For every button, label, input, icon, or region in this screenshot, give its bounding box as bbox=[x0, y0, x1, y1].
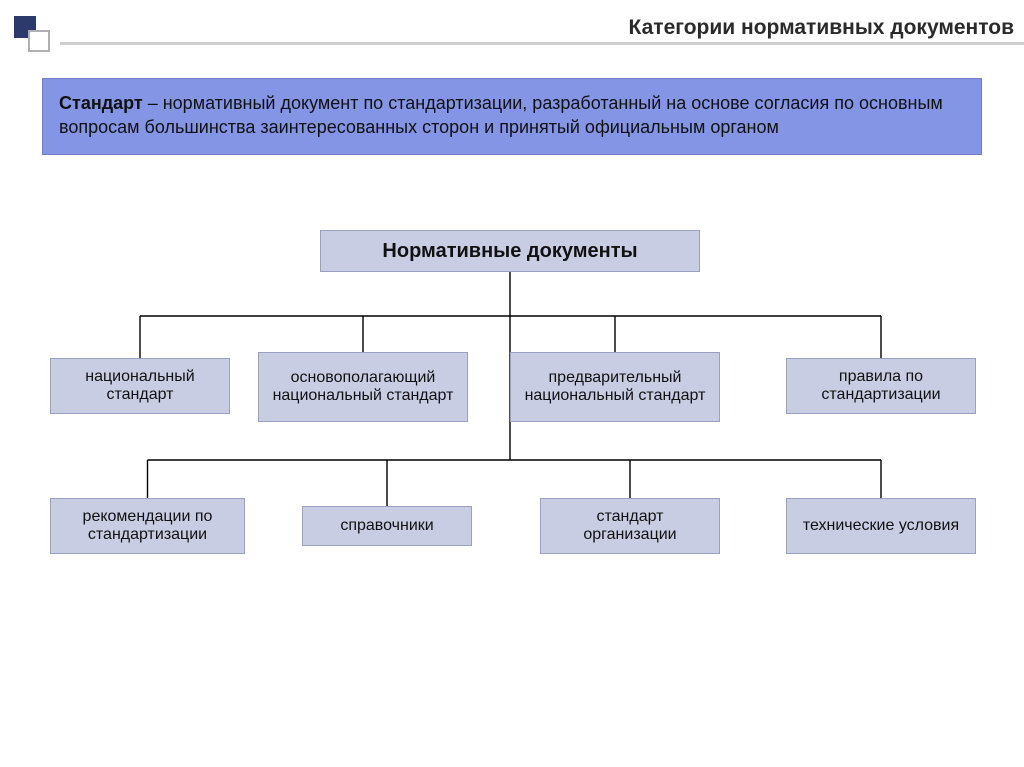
diagram-edges bbox=[0, 0, 1024, 767]
